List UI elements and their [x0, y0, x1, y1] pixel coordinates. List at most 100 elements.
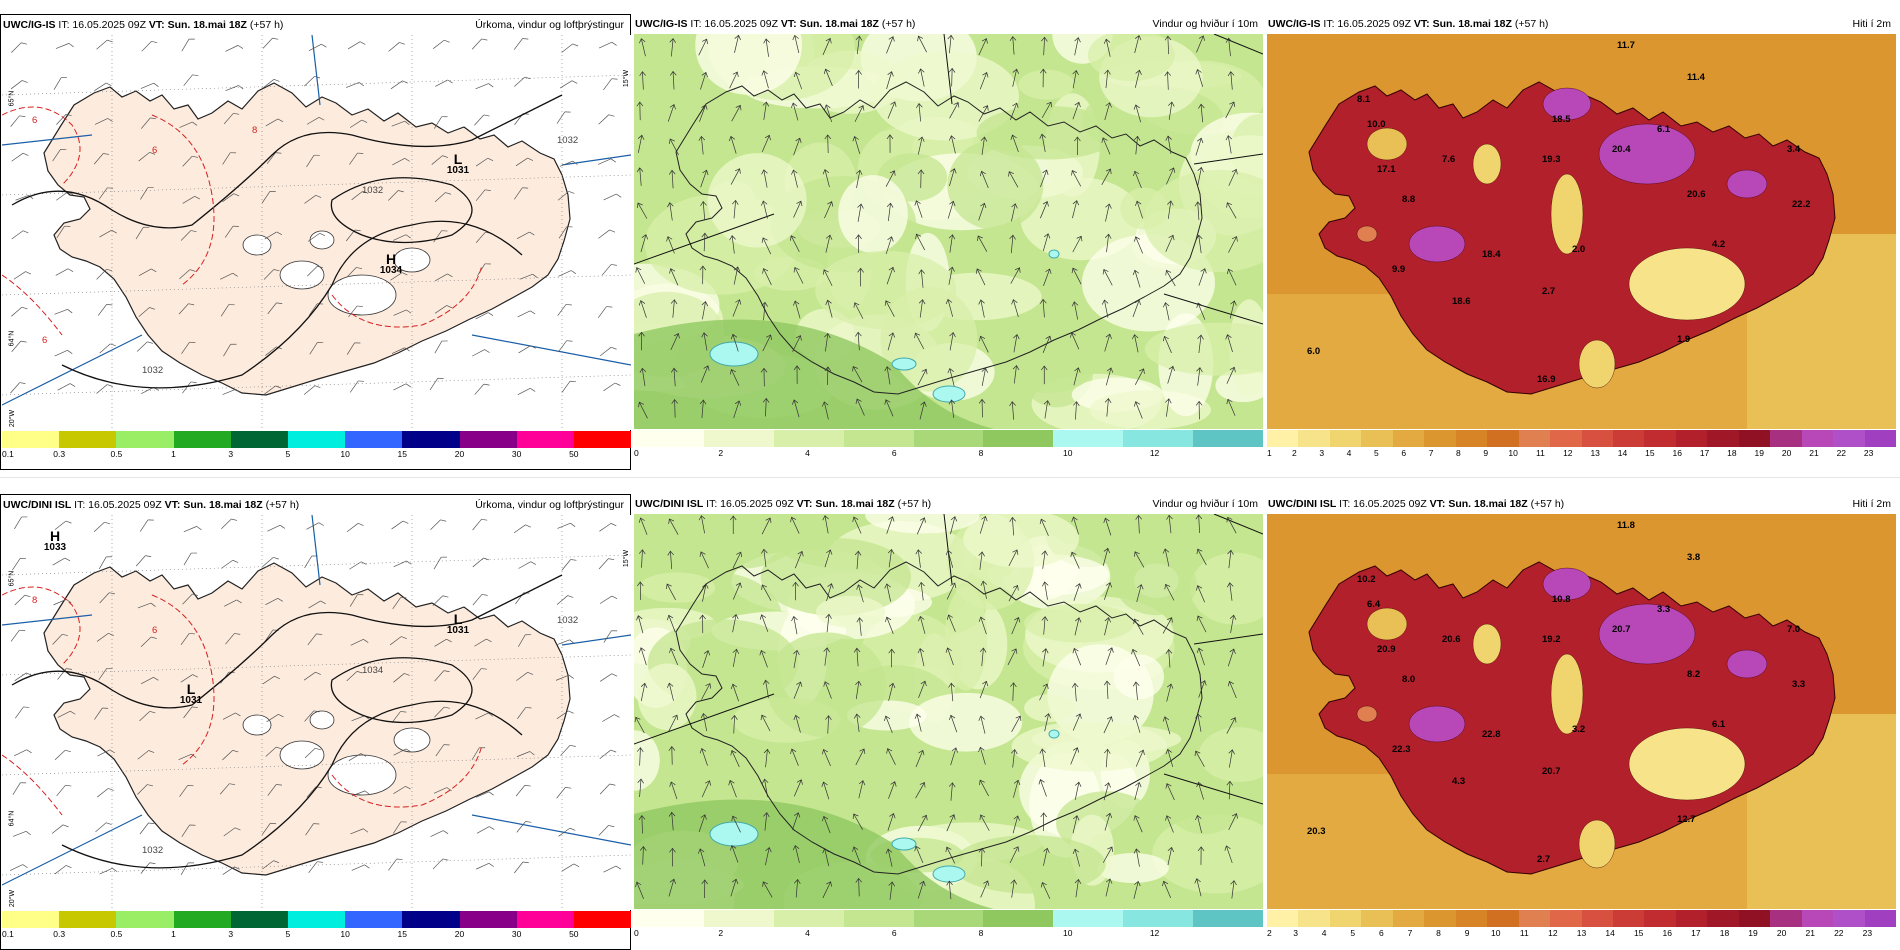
wind-arrow [1040, 298, 1047, 318]
temperature-label: 8.2 [1687, 669, 1701, 680]
color-swatch [1707, 430, 1739, 447]
wind-arrow [978, 847, 986, 867]
color-bar-tick: 12 [1563, 448, 1573, 458]
color-swatch [1123, 910, 1194, 927]
wind-arrow [915, 749, 925, 768]
wind-barb [432, 858, 449, 870]
wind-arrow [1195, 234, 1203, 254]
wind-barb [390, 272, 408, 281]
temperature-zone [1542, 567, 1592, 601]
wind-arrow [793, 649, 800, 669]
color-swatch [1581, 430, 1613, 447]
wind-zone [1097, 853, 1169, 883]
temperature-label: 2.7 [1537, 854, 1551, 865]
wind-arrow [886, 71, 894, 90]
wind-arrow [1132, 299, 1141, 318]
wind-barb [139, 519, 154, 532]
temperature-label: 20.9 [1377, 644, 1396, 655]
wind-arrow [947, 200, 956, 219]
wind-arrow [1041, 581, 1049, 600]
wind-arrow [857, 203, 864, 222]
wind-arrow [824, 201, 834, 219]
pressure-value: 1034 [379, 265, 403, 276]
wind-arrow [731, 714, 738, 734]
wind-barb [178, 753, 197, 760]
wind-arrow [1013, 334, 1020, 353]
color-bar-tick: 15 [397, 449, 407, 459]
wind-barb [599, 346, 617, 357]
wind-barb [599, 749, 617, 759]
wind-barb [181, 341, 196, 354]
color-bar-tick: 30 [511, 929, 522, 939]
color-bar-tick: 10 [1063, 448, 1073, 458]
glacier [309, 230, 335, 250]
wind-barb [475, 312, 494, 320]
wind-barb [98, 556, 113, 570]
temperature-zone [1366, 607, 1408, 641]
panel-header: UWC/IG-IS IT: 16.05.2025 09Z VT: Sun. 18… [635, 18, 1260, 32]
wind-arrow [1071, 516, 1079, 535]
wind-arrow [915, 233, 926, 251]
wind-arrow [792, 34, 800, 54]
color-swatch [1612, 430, 1645, 447]
wind-barb [54, 749, 71, 761]
temperature-label: 20.4 [1612, 144, 1631, 155]
wind-arrow [640, 682, 648, 702]
region-line [471, 814, 631, 846]
wind-arrow [1133, 815, 1143, 833]
wind-arrow [1010, 267, 1021, 284]
temperature-label: 17.1 [1377, 164, 1396, 175]
wind-barb [347, 41, 366, 50]
precip-contour [2, 274, 63, 336]
wind-arrow [638, 517, 648, 535]
temperature-zone [1628, 727, 1746, 801]
wind-barb [350, 828, 369, 835]
wind-arrow [1224, 845, 1233, 864]
graticule-label: 15°W [623, 549, 631, 568]
wind-arrow [670, 333, 680, 351]
color-bar-tick: 10 [1490, 928, 1501, 938]
color-swatch [1424, 430, 1456, 447]
wind-barb [265, 597, 283, 606]
wind-arrow [698, 515, 706, 534]
wind-arrow [1008, 584, 1019, 602]
wind-barb [11, 42, 27, 53]
precip-contour [2, 586, 81, 666]
color-swatch [1053, 430, 1124, 447]
wind-arrow [1225, 37, 1233, 57]
color-swatch [1864, 430, 1897, 447]
precip-contour [2, 106, 81, 186]
wind-arrow [1105, 367, 1114, 386]
color-bar-tick: 13 [1590, 448, 1600, 458]
color-swatch [1864, 910, 1897, 927]
color-swatch [1675, 910, 1708, 927]
wind-barb [140, 82, 159, 89]
temperature-zone [1366, 127, 1408, 161]
wind-arrow [670, 367, 678, 387]
pressure-value: 1031 [446, 625, 470, 636]
color-bar [1267, 910, 1897, 927]
wind-barb [346, 671, 363, 682]
wind-arrow [886, 202, 894, 222]
color-swatch [1298, 430, 1330, 447]
color-swatch [230, 431, 288, 448]
color-swatch [1833, 910, 1865, 927]
wind-arrow [1225, 135, 1233, 154]
wind-arrow [702, 583, 709, 602]
color-bar-tick: 7 [1407, 928, 1413, 938]
wind-arrow [821, 401, 829, 420]
wind-barb [224, 225, 239, 238]
wind-barb [220, 304, 235, 317]
wind-arrow [1104, 748, 1111, 768]
wind-barb [99, 229, 117, 238]
wind-barb [434, 192, 452, 203]
wind-barb [222, 712, 241, 720]
wind-arrow [699, 747, 708, 766]
wind-arrow [793, 714, 801, 733]
gust-patch [709, 341, 759, 367]
temperature-label: 4.3 [1452, 776, 1466, 787]
field-title: Vindur og hviður í 10m [1152, 18, 1258, 30]
precip-label: 8 [32, 595, 38, 606]
wind-arrow [1167, 846, 1175, 866]
wind-barb [388, 858, 403, 871]
